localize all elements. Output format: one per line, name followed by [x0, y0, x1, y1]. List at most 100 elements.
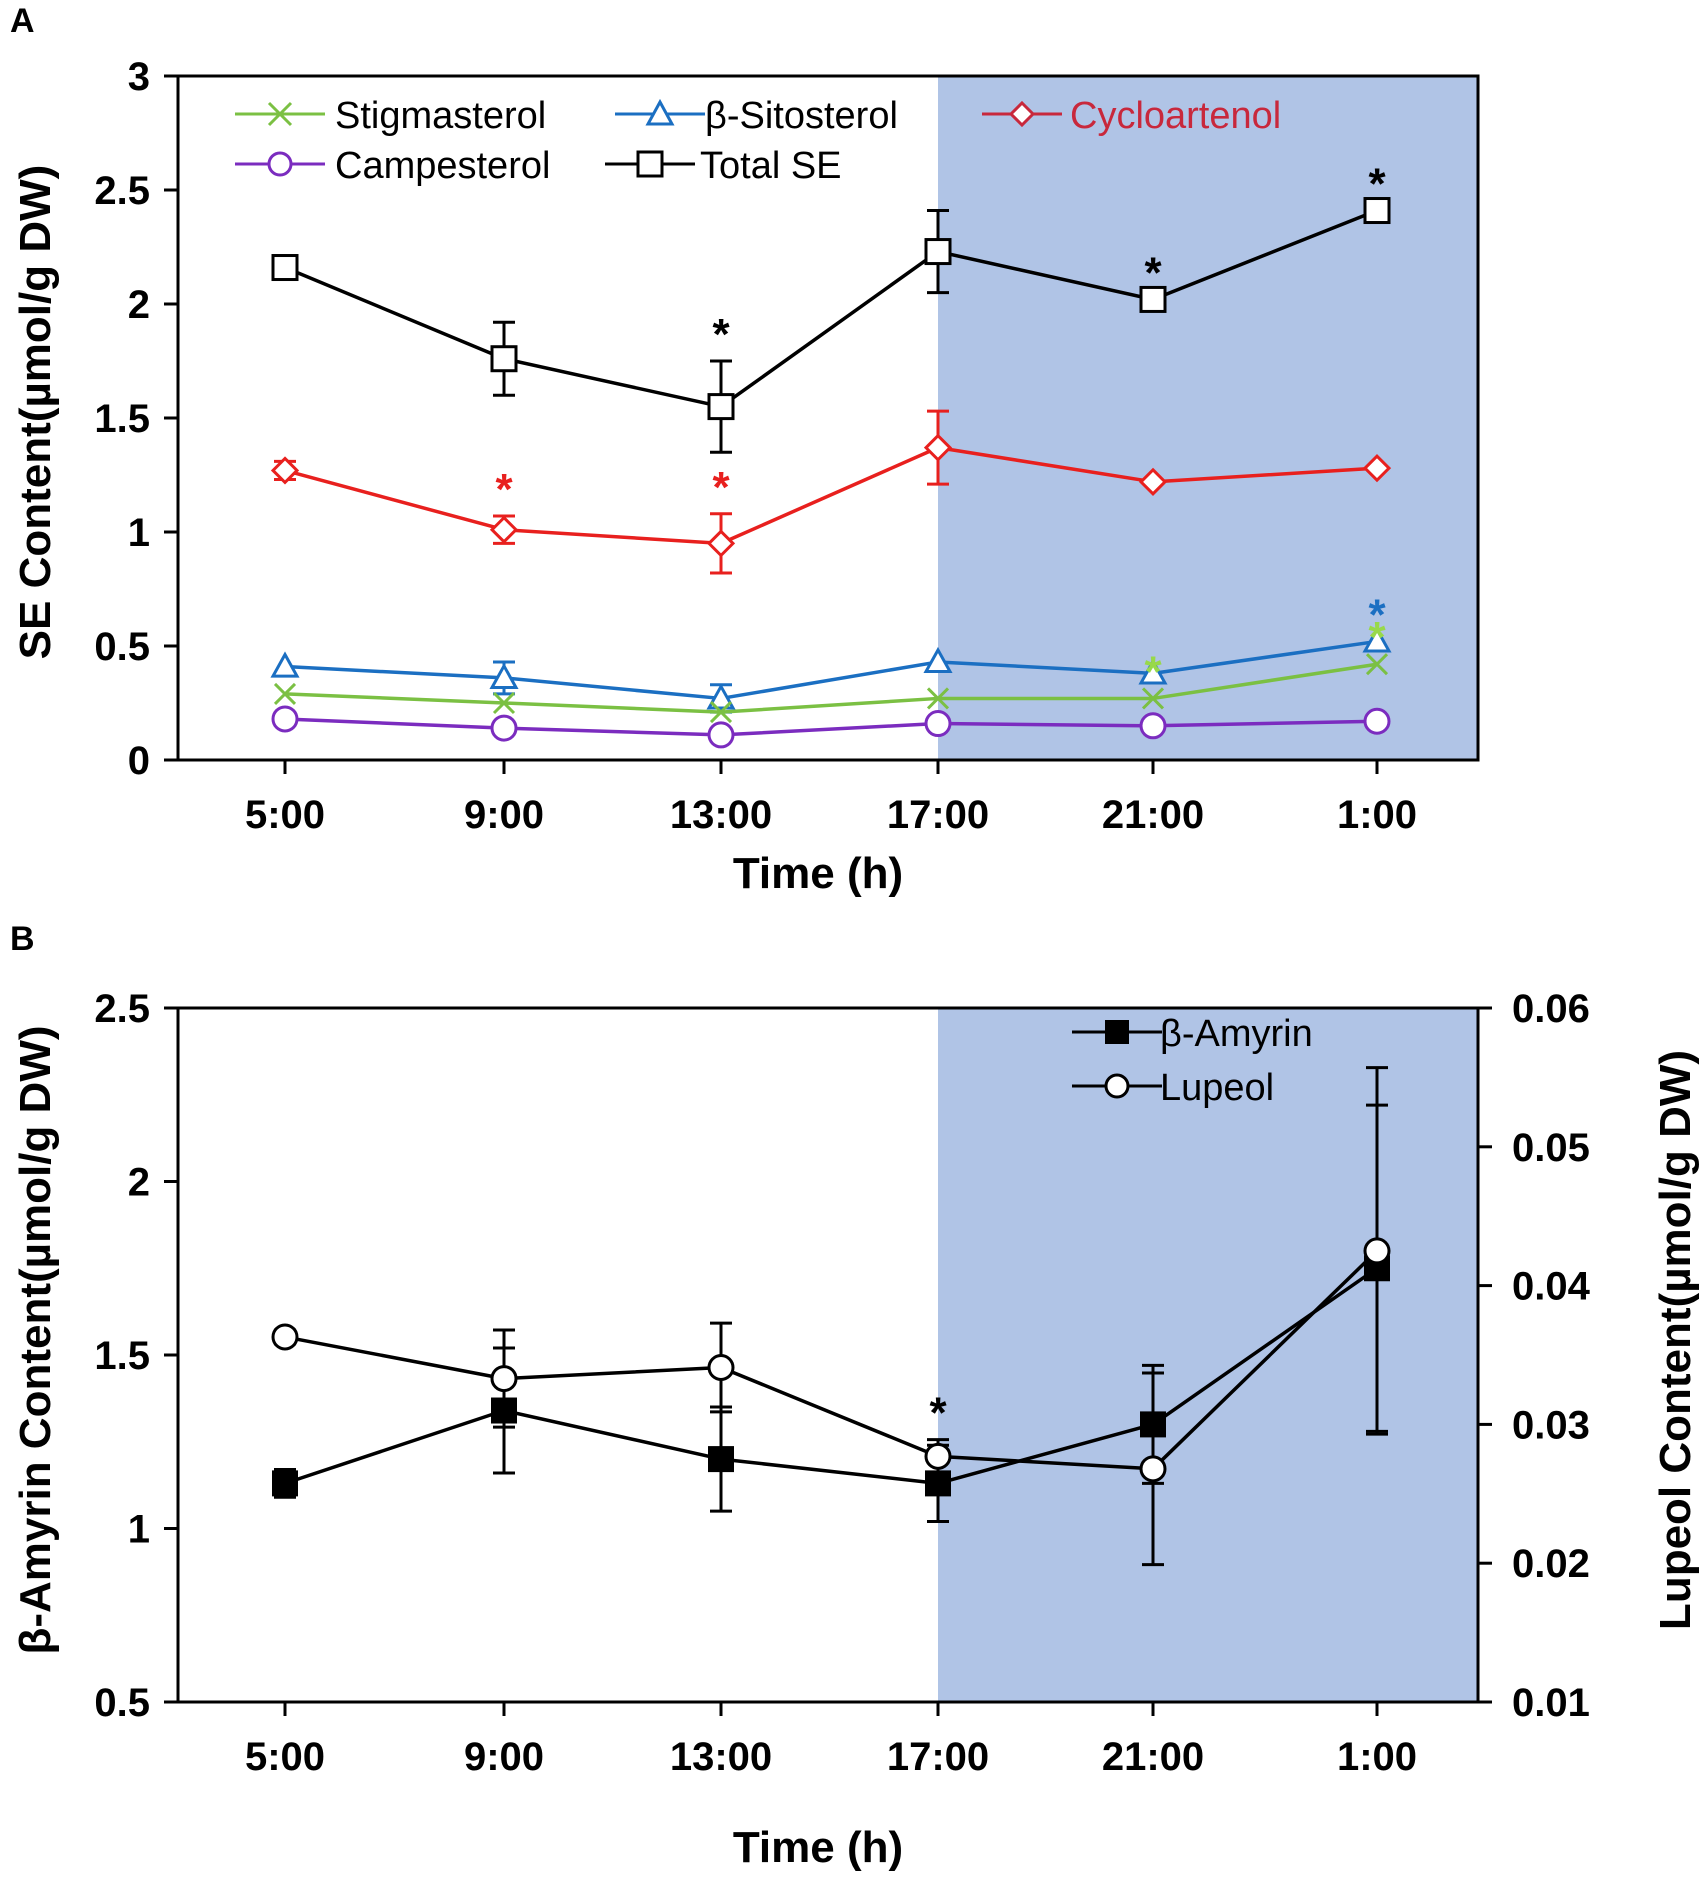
a-series-layer: **** **** — [270, 160, 1392, 749]
b-right-y-axis-ticks: 0.01 0.02 0.03 0.04 0.05 0.06 — [1478, 987, 1591, 1725]
data-point-total-se-3 — [924, 238, 952, 266]
data-point-stigmasterol-5 — [1365, 653, 1389, 676]
b-x-axis-title: Time (h) — [733, 1823, 903, 1872]
panel-b-label: B — [10, 920, 35, 958]
series-stigmasterol: ** — [273, 613, 1389, 724]
x-tick-label-21-00: 21:00 — [1102, 1735, 1204, 1779]
legend-label-cycloartenol: Cycloartenol — [1070, 95, 1281, 137]
data-point-sitosterol-2 — [706, 683, 736, 710]
series-cycloartenol: * * — [270, 409, 1392, 575]
x-tick-label-17-00: 17:00 — [887, 1735, 989, 1779]
data-point-stigmasterol-4 — [1141, 687, 1165, 710]
series-line-stigmasterol — [284, 662, 1378, 714]
y-tick-label-0: 0 — [128, 739, 150, 783]
legend-marker-sitosterol — [645, 98, 675, 126]
data-point-amyrin-0 — [272, 1470, 298, 1497]
data-point-total-se-2 — [707, 393, 735, 421]
data-point-cycloartenol-4 — [1138, 467, 1168, 496]
a-x-axis-ticks: 5:00 9:00 13:00 17:00 21:00 1:00 — [245, 760, 1417, 837]
b-plot-frame — [176, 1006, 1480, 1704]
data-point-stigmasterol-2 — [709, 701, 733, 724]
legend-marker-stigmasterol — [267, 101, 293, 127]
data-point-sitosterol-4 — [1138, 658, 1168, 685]
data-point-sitosterol-5 — [1362, 626, 1392, 653]
data-point-campesterol-5 — [1363, 707, 1391, 735]
series-line-amyrin — [284, 1266, 1379, 1486]
series-line-lupeol — [284, 1249, 1379, 1471]
data-point-campesterol-2 — [707, 721, 735, 749]
b-left-y-axis-title: β-Amyrin Content(µmol/g DW) — [11, 1025, 60, 1654]
data-point-total-se-1 — [490, 345, 518, 373]
legend-marker-cycloartenol — [1008, 100, 1036, 128]
y-tick-label-0-5: 0.5 — [94, 1681, 150, 1725]
legend-item-stigmasterol: Stigmasterol — [235, 95, 546, 137]
panel-a: A 0 0.5 1 1.5 2 2.5 3 5:00 9:00 13:00 17:00 21:00 1… — [10, 2, 1480, 898]
y2-tick-label-0-06: 0.06 — [1512, 987, 1590, 1031]
significance-star-sitosterol-5: * — [1368, 590, 1386, 639]
y2-tick-label-0-05: 0.05 — [1512, 1126, 1590, 1170]
y-tick-label-0-5: 0.5 — [94, 625, 150, 669]
x-tick-label-13-00: 13:00 — [670, 793, 772, 837]
legend-item-total-se: Total SE — [605, 145, 842, 187]
series-line-cycloartenol — [284, 445, 1378, 546]
series-line-total-se — [284, 208, 1378, 409]
data-point-stigmasterol-1 — [492, 691, 516, 715]
y-tick-label-1: 1 — [128, 511, 150, 555]
significance-star-total-se-5: * — [1368, 160, 1386, 209]
data-point-lupeol-4 — [1139, 1455, 1167, 1483]
panel-b: B 0.5 1 1.5 2 2.5 0.01 0.02 0.03 0.04 0.05 0.06 5… — [10, 920, 1700, 1872]
data-point-campesterol-0 — [271, 705, 299, 733]
x-tick-label-17-00: 17:00 — [887, 793, 989, 837]
a-x-axis-title: Time (h) — [733, 849, 903, 898]
legend-marker-total-se — [636, 150, 664, 178]
y2-tick-label-0-03: 0.03 — [1512, 1403, 1590, 1447]
series-sitosterol: * — [270, 590, 1392, 714]
data-point-sitosterol-3 — [923, 646, 953, 674]
b-right-y-axis-title: Lupeol Content(µmol/g DW) — [1651, 1050, 1700, 1630]
significance-star-total-se-2: * — [712, 310, 730, 359]
b-x-axis-ticks: 5:00 9:00 13:00 17:00 21:00 1:00 — [245, 1702, 1417, 1779]
legend-label-campesterol: Campesterol — [335, 145, 550, 187]
data-point-total-se-4 — [1139, 285, 1167, 313]
y2-tick-label-0-01: 0.01 — [1512, 1681, 1590, 1725]
data-point-total-se-5 — [1363, 197, 1391, 225]
legend-marker-campesterol — [267, 151, 293, 177]
legend-label-beta-amyrin: β-Amyrin — [1160, 1013, 1313, 1055]
y-tick-label-2-5: 2.5 — [94, 169, 150, 213]
b-dark-period-shading — [938, 1008, 1478, 1702]
x-tick-label-5-00: 5:00 — [245, 793, 325, 837]
data-point-cycloartenol-1 — [489, 515, 519, 544]
data-point-campesterol-1 — [490, 714, 518, 742]
y2-tick-label-0-02: 0.02 — [1512, 1542, 1590, 1586]
y-tick-label-2: 2 — [128, 283, 150, 327]
y-tick-label-2: 2 — [128, 1161, 150, 1205]
y-tick-label-1-5: 1.5 — [94, 397, 150, 441]
legend-label-stigmasterol: Stigmasterol — [335, 95, 546, 137]
significance-star-total-se-4: * — [1144, 248, 1162, 297]
data-point-lupeol-1 — [490, 1365, 518, 1393]
series-line-sitosterol — [284, 639, 1378, 701]
y-tick-label-2-5: 2.5 — [94, 987, 150, 1031]
data-point-lupeol-3 — [924, 1442, 952, 1470]
x-tick-label-21-00: 21:00 — [1102, 793, 1204, 837]
legend-marker-lupeol — [1104, 1073, 1130, 1099]
legend-item-beta-amyrin: β-Amyrin — [1072, 1013, 1313, 1055]
x-tick-label-13-00: 13:00 — [670, 1735, 772, 1779]
series-lupeol: * — [271, 1066, 1391, 1567]
significance-star-lupeol-3: * — [929, 1389, 947, 1438]
y2-tick-label-0-04: 0.04 — [1512, 1265, 1591, 1309]
data-point-amyrin-3 — [925, 1470, 951, 1497]
x-tick-label-5-00: 5:00 — [245, 1735, 325, 1779]
series-total-se: * * * — [271, 160, 1391, 454]
x-tick-label-9-00: 9:00 — [464, 1735, 544, 1779]
data-point-amyrin-2 — [708, 1446, 734, 1473]
data-point-lupeol-5 — [1363, 1237, 1391, 1265]
data-point-cycloartenol-5 — [1362, 454, 1392, 483]
y-tick-label-1-5: 1.5 — [94, 1334, 150, 1378]
data-point-cycloartenol-3 — [923, 433, 953, 462]
legend-marker-beta-amyrin — [1105, 1020, 1129, 1044]
x-tick-label-1-00: 1:00 — [1337, 793, 1417, 837]
data-point-total-se-0 — [271, 254, 299, 282]
